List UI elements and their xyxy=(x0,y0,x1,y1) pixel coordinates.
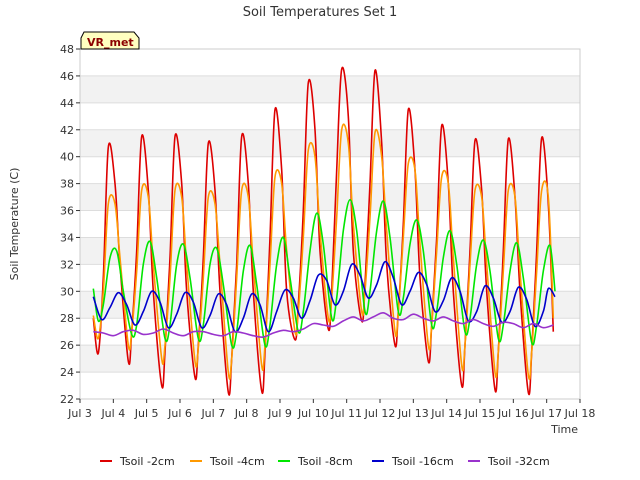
y-tick-label: 34 xyxy=(60,231,74,244)
y-axis-ticks: 22 24 26 28 30 32 34 36 38 40 42 44 46 48 xyxy=(60,43,80,406)
y-tick-label: 26 xyxy=(60,339,74,352)
x-tick-label: Jul 11 xyxy=(330,407,362,420)
grid-band xyxy=(80,129,580,157)
grid-band xyxy=(80,237,580,265)
legend-item: Tsoil -2cm xyxy=(100,455,175,468)
x-tick-label: Jul 7 xyxy=(200,407,225,420)
series-line-tsoil-16cm xyxy=(92,260,556,333)
grid-band xyxy=(80,210,580,238)
legend-label: Tsoil -8cm xyxy=(297,455,353,468)
badge-label: VR_met xyxy=(87,36,134,49)
x-tick-label: Jul 16 xyxy=(497,407,529,420)
badge-box xyxy=(80,31,140,50)
x-tick-label: Jul 18 xyxy=(564,407,596,420)
y-tick-label: 46 xyxy=(60,70,74,83)
x-tick-label: Jul 6 xyxy=(167,407,192,420)
y-tick-label: 22 xyxy=(60,393,74,406)
legend-label: Tsoil -2cm xyxy=(119,455,175,468)
x-tick-label: Jul 14 xyxy=(430,407,462,420)
grid-band xyxy=(80,264,580,292)
y-tick-label: 30 xyxy=(60,285,74,298)
series-line-tsoil-32cm xyxy=(93,312,554,338)
x-tick-label: Jul 17 xyxy=(530,407,562,420)
x-tick-label: Jul 15 xyxy=(464,407,496,420)
chart-title: Soil Temperatures Set 1 xyxy=(243,5,398,20)
grid-bands xyxy=(80,49,580,399)
series-lines xyxy=(92,66,556,396)
legend-label: Tsoil -32cm xyxy=(487,455,550,468)
x-axis-ticks: Jul 3 Jul 4 Jul 5 Jul 6 Jul 7 Jul 8 Jul 9 Jul 1… xyxy=(67,399,595,420)
y-tick-label: 36 xyxy=(60,205,74,218)
series-line-tsoil-2cm xyxy=(92,66,555,396)
x-tick-label: Jul 9 xyxy=(267,407,292,420)
grid-band xyxy=(80,156,580,184)
legend-item: Tsoil -16cm xyxy=(372,455,454,468)
x-tick-label: Jul 3 xyxy=(67,407,92,420)
y-tick-label: 24 xyxy=(60,366,74,379)
grid-band xyxy=(80,49,580,76)
legend-item: Tsoil -8cm xyxy=(278,455,353,468)
x-axis-title: Time xyxy=(550,423,578,436)
y-tick-label: 40 xyxy=(60,151,74,164)
grid-band xyxy=(80,345,580,373)
grid-band xyxy=(80,75,580,103)
x-tick-label: Jul 10 xyxy=(297,407,329,420)
legend-item: Tsoil -4cm xyxy=(190,455,265,468)
y-tick-label: 28 xyxy=(60,312,74,325)
y-axis-title: Soil Temperature (C) xyxy=(8,168,21,281)
x-tick-label: Jul 8 xyxy=(234,407,259,420)
x-tick-label: Jul 5 xyxy=(134,407,159,420)
y-tick-label: 44 xyxy=(60,97,74,110)
grid-band xyxy=(80,372,580,399)
plot-frame xyxy=(79,48,581,400)
y-tick-label: 32 xyxy=(60,258,74,271)
x-tick-label: Jul 4 xyxy=(100,407,125,420)
legend: Tsoil -2cm Tsoil -4cm Tsoil -8cm Tsoil -16c… xyxy=(100,455,550,468)
y-tick-label: 42 xyxy=(60,124,74,137)
vr-met-badge: VR_met xyxy=(80,31,140,50)
y-tick-label: 38 xyxy=(60,178,74,191)
x-tick-label: Jul 12 xyxy=(364,407,396,420)
grid-band xyxy=(80,102,580,130)
grid-band xyxy=(80,183,580,211)
x-tick-label: Jul 13 xyxy=(397,407,429,420)
legend-label: Tsoil -4cm xyxy=(209,455,265,468)
legend-label: Tsoil -16cm xyxy=(391,455,454,468)
legend-item: Tsoil -32cm xyxy=(468,455,550,468)
series-line-tsoil-4cm xyxy=(92,123,555,381)
y-tick-label: 48 xyxy=(60,43,74,56)
